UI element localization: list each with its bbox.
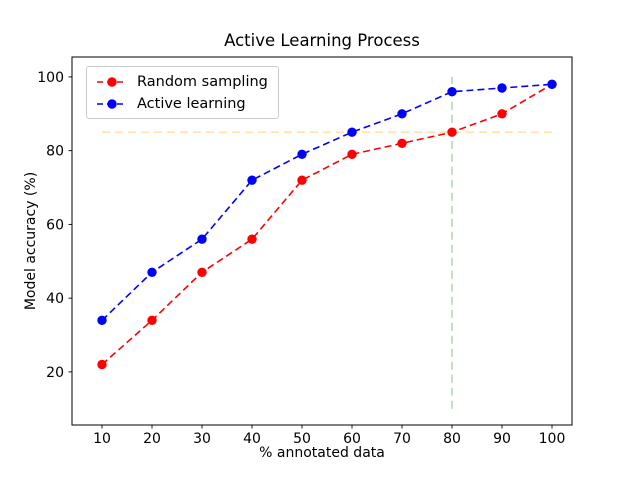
data-point-random-sampling [147,315,157,325]
x-tick-label: 60 [343,431,361,447]
y-axis-label: Model accuracy (%) [23,171,39,311]
x-tick-label: 100 [539,431,566,447]
data-point-active-learning [297,149,307,159]
legend-item-random-sampling: Random sampling [95,71,268,92]
legend-marker-icon [97,98,127,109]
data-point-active-learning [347,127,357,137]
data-point-random-sampling [197,267,207,277]
data-point-random-sampling [447,127,457,137]
legend: Random sampling Active learning [86,66,279,119]
data-point-active-learning [397,109,407,119]
data-point-random-sampling [247,234,257,244]
x-tick-label: 40 [243,431,261,447]
y-tick-label: 80 [46,144,64,160]
legend-marker-icon [97,76,127,87]
series-line-random-sampling [101,83,553,366]
data-point-random-sampling [297,175,307,185]
data-point-random-sampling [397,138,407,148]
series-line-active-learning [101,83,553,321]
data-point-active-learning [147,267,157,277]
x-tick-label: 10 [93,431,111,447]
legend-label: Random sampling [137,73,268,90]
data-point-active-learning [197,234,207,244]
x-tick-label: 20 [143,431,161,447]
data-point-active-learning [547,79,557,90]
y-tick-label: 100 [37,70,64,86]
x-tick-label: 80 [443,431,461,447]
data-point-random-sampling [347,149,357,159]
data-point-random-sampling [97,359,107,370]
data-point-active-learning [497,83,507,93]
plot-border [71,56,573,426]
chart-title: Active Learning Process [224,31,420,50]
x-tick-label: 30 [193,431,211,447]
x-tick-label: 50 [293,431,311,447]
data-point-random-sampling [497,109,507,119]
x-axis-label: % annotated data [259,445,385,461]
y-tick-label: 60 [46,217,64,233]
data-point-active-learning [447,87,457,97]
data-point-active-learning [247,175,257,185]
legend-item-active-learning: Active learning [95,93,268,114]
legend-label: Active learning [137,95,246,112]
data-point-active-learning [97,315,107,325]
x-tick-label: 70 [393,431,411,447]
y-tick-label: 40 [46,291,64,307]
y-tick-label: 20 [46,365,64,381]
x-tick-label: 90 [493,431,511,447]
